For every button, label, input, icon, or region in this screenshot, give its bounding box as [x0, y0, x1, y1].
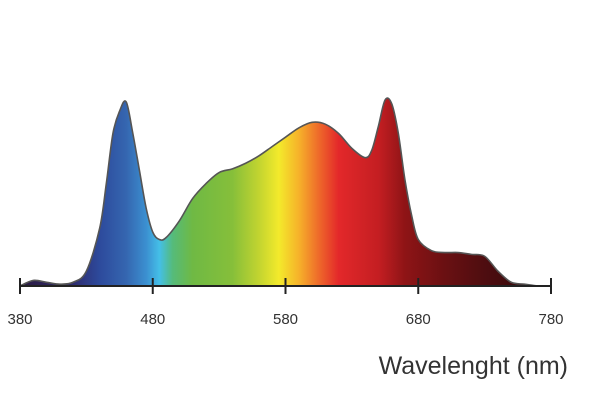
x-tick-label: 780 [538, 311, 563, 328]
spectrum-outline [19, 97, 551, 287]
x-tick-label: 680 [406, 311, 431, 328]
x-axis: 380 480 580 680 780 [7, 278, 564, 328]
x-tick-label: 380 [7, 311, 32, 328]
x-tick-label: 580 [273, 311, 298, 328]
spectrum-area [20, 98, 551, 286]
plot-area [19, 97, 551, 287]
x-tick-label: 480 [140, 311, 165, 328]
x-axis-title: Wavelenght (nm) [379, 352, 568, 380]
